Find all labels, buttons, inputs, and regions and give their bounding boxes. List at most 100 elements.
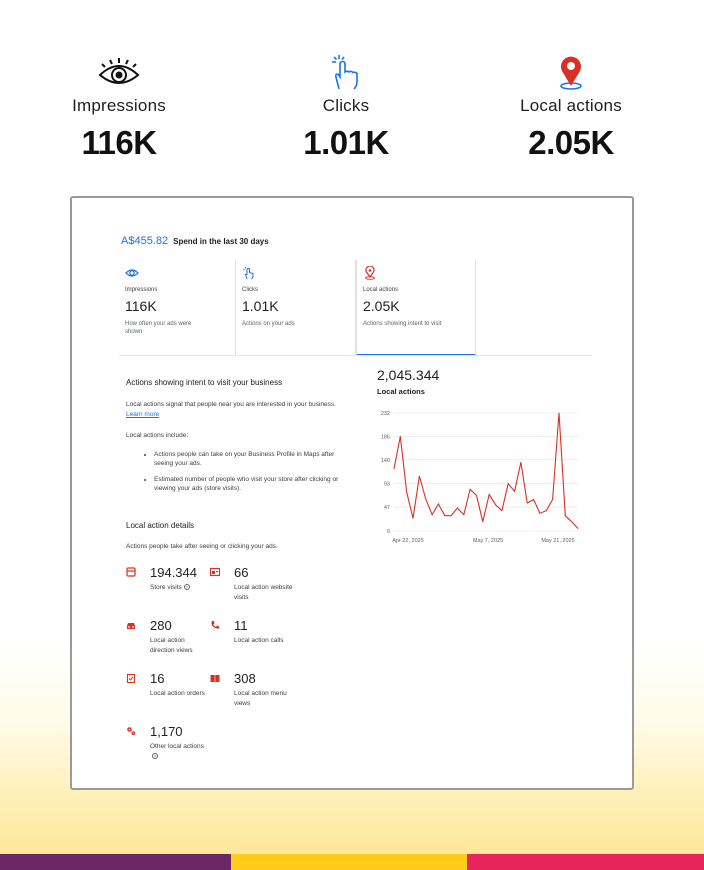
data-point — [393, 468, 395, 470]
data-point — [419, 475, 420, 477]
data-point — [558, 412, 560, 414]
data-point — [425, 498, 427, 500]
order-icon — [126, 673, 136, 683]
y-tick-label: 140 — [381, 458, 390, 464]
map-pin-icon — [363, 265, 469, 280]
data-point — [571, 521, 573, 523]
card-clicks[interactable]: Clicks 1.01K Actions on your ads — [236, 260, 356, 356]
kpi-label: Impressions — [72, 96, 166, 115]
card-value: 116K — [125, 298, 157, 314]
kpi-clicks: Clicks 1.01K — [256, 52, 436, 162]
kpi-value: 116K — [81, 124, 157, 161]
data-point — [564, 515, 566, 517]
metric-value: 280 — [150, 618, 172, 633]
stripe-purple — [0, 854, 231, 870]
metric-label-text: Store visits — [150, 584, 182, 591]
data-point — [577, 528, 579, 529]
spend-amount: A$455.82 — [121, 235, 169, 247]
x-tick-label: Apr 22, 2025 — [392, 538, 424, 544]
data-point — [488, 494, 490, 495]
data-point — [469, 488, 471, 490]
pointer-click-icon — [256, 52, 436, 92]
metric-label: Local action calls — [234, 637, 284, 644]
y-tick-label: 232 — [381, 411, 390, 417]
data-point — [552, 499, 553, 500]
car-icon — [127, 623, 135, 629]
chart-total: 2,045.344 — [377, 367, 440, 383]
eye-icon — [29, 52, 209, 92]
intent-text: Local actions signal that people near yo… — [126, 401, 336, 408]
series-line — [393, 412, 579, 529]
y-tick-label: 186 — [381, 434, 390, 440]
learn-more-link[interactable]: Learn more — [126, 411, 160, 418]
metric-value: 308 — [234, 671, 256, 686]
spend-text: Spend in the last 30 days — [173, 237, 269, 246]
card-local-actions[interactable]: Local actions 2.05K Actions showing inte… — [356, 260, 476, 356]
data-point — [495, 504, 496, 505]
data-point — [457, 507, 458, 509]
data-point — [482, 521, 484, 523]
eye-icon — [125, 266, 229, 280]
y-tick-label: 93 — [384, 482, 390, 488]
stripe-yellow — [231, 854, 467, 870]
spend-summary: A$455.82 Spend in the last 30 days — [121, 235, 269, 247]
pointer-click-icon — [242, 266, 349, 280]
metric-label: Local action menu views — [234, 690, 287, 707]
help-icon[interactable]: ? — [183, 584, 190, 591]
data-point — [533, 499, 534, 500]
y-tick-label: 0 — [387, 529, 390, 535]
help-icon[interactable]: ? — [152, 753, 158, 760]
x-tick-label: May 7, 2025 — [473, 538, 503, 544]
list-item: Estimated number of people who visit you… — [154, 475, 342, 493]
metric-label: Local action website visits — [234, 584, 293, 601]
card-label: Impressions — [125, 287, 158, 293]
kpi-value: 1.01K — [303, 124, 389, 161]
card-desc: How often your ads were shown — [125, 321, 192, 335]
menu-book-icon — [210, 675, 220, 683]
metric-label: Other local actions? — [150, 742, 210, 762]
data-point — [507, 483, 509, 485]
data-point — [406, 491, 408, 493]
divider — [119, 355, 592, 356]
data-point — [539, 512, 541, 514]
kpi-label: Clicks — [322, 96, 370, 115]
card-value: 1.01K — [242, 298, 279, 314]
metric-value: 11 — [234, 618, 248, 633]
card-impressions[interactable]: Impressions 116K How often your ads were… — [119, 260, 236, 356]
list-item: Actions people can take on your Business… — [154, 450, 342, 468]
data-point — [526, 502, 528, 504]
data-point — [476, 495, 477, 496]
details-subtitle: Actions people take after seeing or clic… — [126, 543, 278, 550]
website-icon — [210, 567, 220, 577]
data-point — [520, 461, 522, 463]
map-pin-icon — [481, 52, 661, 92]
ads-report-panel: A$455.82 Spend in the last 30 days Impre… — [70, 196, 634, 790]
gears-icon — [127, 727, 136, 736]
data-point — [438, 503, 439, 505]
intent-title: Actions showing intent to visit your bus… — [126, 378, 283, 387]
data-point — [412, 517, 414, 519]
card-desc: Actions on your ads — [242, 321, 295, 327]
metric-value: 194.344 — [150, 565, 197, 580]
card-label: Local actions — [363, 287, 399, 293]
data-point — [444, 515, 446, 517]
metric-label: Local action orders — [150, 690, 205, 697]
data-point — [545, 510, 547, 512]
kpi-local-actions: Local actions 2.05K — [481, 52, 661, 162]
intent-paragraph: Local actions signal that people near yo… — [126, 400, 341, 420]
metric-value: 16 — [150, 671, 165, 686]
include-label: Local actions include: — [126, 432, 189, 439]
data-point — [431, 514, 433, 516]
metric-cards: Impressions 116K How often your ads were… — [119, 260, 476, 356]
data-point — [463, 514, 465, 516]
intent-bullets: Actions people can take on your Business… — [154, 450, 342, 500]
data-point — [501, 510, 503, 512]
kpi-value: 2.05K — [528, 124, 614, 161]
chart-subtitle: Local actions — [377, 387, 425, 396]
data-point — [450, 515, 452, 517]
store-icon — [126, 567, 136, 577]
kpi-impressions: Impressions 116K — [29, 52, 209, 162]
metric-label-text: Other local actions — [150, 743, 204, 750]
details-title: Local action details — [126, 521, 195, 530]
